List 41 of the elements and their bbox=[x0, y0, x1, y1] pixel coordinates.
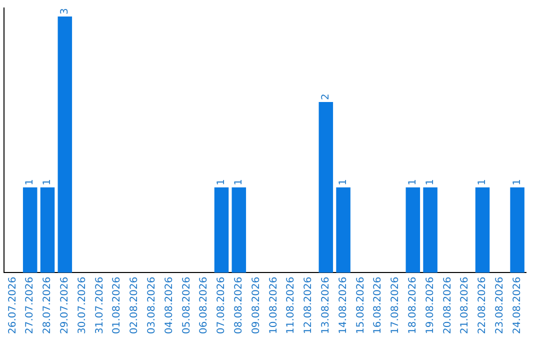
data-label: 1 bbox=[477, 178, 488, 186]
x-tick-label: 01.08.2026 bbox=[112, 276, 123, 334]
x-tick-label: 19.08.2026 bbox=[424, 276, 436, 334]
data-label: 1 bbox=[424, 178, 436, 186]
x-tick-label: 08.08.2026 bbox=[233, 276, 244, 334]
x-tick-label: 02.08.2026 bbox=[129, 276, 140, 334]
x-tick-label: 22.08.2026 bbox=[477, 276, 488, 334]
data-label: 1 bbox=[216, 178, 228, 186]
x-tick-label: 23.08.2026 bbox=[494, 276, 506, 334]
data-label: 1 bbox=[338, 178, 349, 186]
data-label: 1 bbox=[407, 178, 418, 186]
x-tick-label: 06.08.2026 bbox=[198, 276, 210, 334]
x-tick-label: 14.08.2026 bbox=[338, 276, 349, 334]
x-tick-label: 11.08.2026 bbox=[286, 276, 297, 334]
x-tick-label: 31.07.2026 bbox=[94, 276, 106, 334]
data-label: 1 bbox=[42, 178, 54, 186]
x-tick-label: 28.07.2026 bbox=[42, 276, 54, 334]
x-tick-label: 21.08.2026 bbox=[460, 276, 471, 334]
x-tick-label: 07.08.2026 bbox=[216, 276, 228, 334]
x-tick-label: 17.08.2026 bbox=[390, 276, 402, 334]
x-tick-label: 15.08.2026 bbox=[355, 276, 366, 334]
x-tick-label: 26.07.2026 bbox=[7, 276, 18, 334]
x-tick-label: 16.08.2026 bbox=[372, 276, 384, 334]
x-tick-label: 20.08.2026 bbox=[442, 276, 454, 334]
data-label: 1 bbox=[233, 178, 244, 186]
x-tick-label: 04.08.2026 bbox=[164, 276, 175, 334]
x-tick-label: 09.08.2026 bbox=[250, 276, 262, 334]
x-tick-label: 27.07.2026 bbox=[24, 276, 36, 334]
data-label: 3 bbox=[59, 8, 70, 15]
x-tick-label: 05.08.2026 bbox=[181, 276, 192, 334]
x-tick-label: 29.07.2026 bbox=[59, 276, 70, 334]
data-label: 2 bbox=[320, 94, 332, 100]
data-label: 1 bbox=[24, 178, 36, 186]
x-tick-label: 12.08.2026 bbox=[303, 276, 314, 334]
data-label: 1 bbox=[512, 178, 523, 186]
x-tick-label: 13.08.2026 bbox=[320, 276, 332, 334]
x-tick-label: 24.08.2026 bbox=[512, 276, 523, 334]
x-tick-label: 03.08.2026 bbox=[146, 276, 158, 334]
x-tick-label: 10.08.2026 bbox=[268, 276, 280, 334]
x-tick-label: 30.07.2026 bbox=[76, 276, 88, 334]
x-tick-label: 18.08.2026 bbox=[407, 276, 418, 334]
